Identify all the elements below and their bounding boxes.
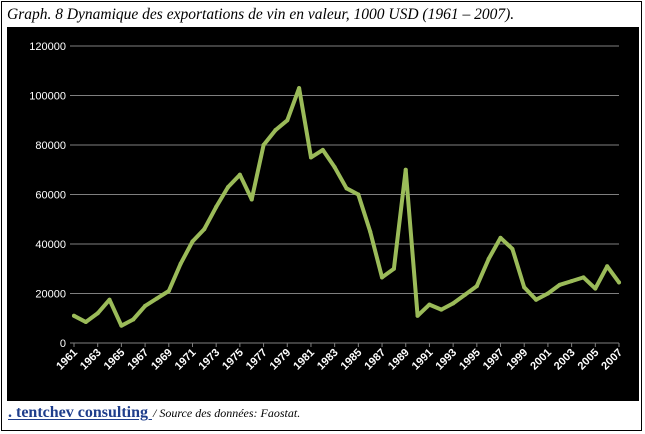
x-tick-label: 1981 (291, 347, 317, 373)
chart-area: 0 20000 40000 60000 80000 100000 120000 1961 19… (7, 27, 639, 401)
x-tick-label: 1983 (315, 347, 341, 373)
x-tick-label: 1997 (481, 347, 507, 373)
y-tick-label: 0 (60, 338, 66, 350)
data-point (178, 261, 183, 266)
data-point (486, 256, 491, 261)
source-note: / Source des données: Faostat. (153, 406, 301, 420)
data-point (83, 319, 88, 324)
x-tick-label: 2001 (528, 347, 554, 373)
data-point (261, 143, 266, 147)
x-tick-label: 1973 (196, 347, 222, 373)
x-tick-label: 1977 (244, 347, 270, 373)
data-point (380, 275, 385, 280)
y-tick-label: 60000 (35, 190, 66, 202)
data-point (534, 297, 539, 302)
x-tick-label: 2005 (576, 347, 602, 373)
x-tick-label: 1985 (339, 347, 365, 373)
x-tick-label: 2007 (599, 347, 625, 373)
data-point (344, 186, 349, 191)
data-point (605, 264, 610, 269)
x-tick-label: 1971 (173, 347, 199, 373)
data-point (368, 229, 373, 234)
data-point (143, 303, 148, 308)
data-point (617, 280, 621, 285)
data-point (226, 185, 231, 190)
series-layer (72, 86, 621, 328)
data-point (308, 155, 313, 160)
data-point (415, 313, 420, 318)
data-point (557, 282, 562, 287)
x-tick-label: 2003 (552, 347, 578, 373)
y-tick-label: 20000 (35, 289, 66, 301)
data-point (297, 86, 302, 91)
x-tick-label: 1991 (410, 347, 436, 373)
data-point (214, 204, 219, 209)
x-tick-label: 1989 (386, 347, 412, 373)
data-point (462, 292, 467, 297)
data-point (320, 147, 325, 152)
data-point (593, 286, 598, 291)
data-point (107, 297, 112, 302)
x-tick-label: 1987 (362, 347, 388, 373)
data-point (119, 323, 124, 328)
brand-link[interactable]: . tentchev consulting (8, 404, 152, 421)
data-point (498, 235, 503, 240)
footer: . tentchev consulting / Source des donné… (8, 404, 638, 428)
data-point (166, 289, 171, 294)
x-tick-label: 1975 (220, 347, 246, 373)
data-point (131, 317, 136, 322)
data-point (95, 311, 100, 316)
data-point (237, 172, 242, 177)
data-point (202, 227, 207, 232)
data-point (249, 197, 254, 202)
data-point (545, 291, 550, 296)
x-tick-label: 1967 (125, 347, 151, 373)
data-point (391, 266, 396, 271)
y-tick-label: 40000 (35, 239, 66, 251)
y-tick-label: 100000 (29, 91, 66, 103)
data-point (510, 246, 515, 251)
y-tick-label: 80000 (35, 140, 66, 152)
x-tick-label: 1965 (102, 347, 128, 373)
data-point (581, 275, 586, 280)
data-point (190, 239, 195, 244)
data-point (285, 118, 290, 123)
x-tick-label: 1969 (149, 347, 175, 373)
x-tick-label: 1961 (54, 347, 80, 373)
data-point (427, 302, 432, 307)
data-point (474, 284, 479, 289)
chart-title: Graph. 8 Dynamique des exportations de v… (7, 6, 515, 23)
data-point (154, 296, 159, 301)
x-tick-label: 1995 (457, 347, 483, 373)
x-axis-tick-labels: 1961196319651967196919711973197519771979… (54, 343, 625, 372)
data-point (356, 192, 361, 197)
series-line-0 (72, 86, 621, 328)
data-point (451, 301, 456, 306)
data-point (522, 285, 527, 290)
y-axis-tick-labels: 0 20000 40000 60000 80000 100000 120000 (29, 41, 66, 350)
x-tick-label: 1993 (433, 347, 459, 373)
data-point (332, 165, 337, 170)
data-point (273, 128, 278, 133)
y-tick-label: 120000 (29, 41, 66, 53)
x-tick-label: 1963 (78, 347, 104, 373)
data-point (72, 313, 76, 318)
x-tick-label: 1979 (268, 347, 294, 373)
data-point (439, 307, 444, 312)
x-tick-label: 1999 (505, 347, 531, 373)
data-point (569, 279, 574, 284)
data-point (403, 167, 408, 172)
